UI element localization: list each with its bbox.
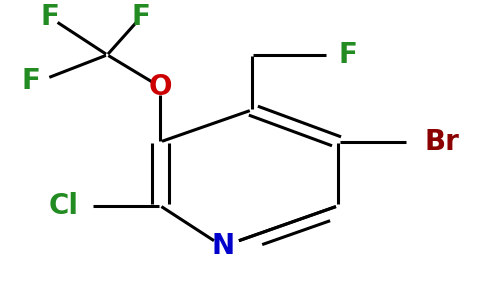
Text: N: N (211, 232, 234, 260)
Text: Br: Br (425, 128, 460, 156)
Text: F: F (132, 3, 151, 31)
Text: F: F (40, 3, 59, 31)
Text: Cl: Cl (48, 192, 78, 220)
Text: O: O (149, 73, 172, 101)
Text: F: F (338, 41, 357, 69)
Text: F: F (21, 67, 40, 95)
